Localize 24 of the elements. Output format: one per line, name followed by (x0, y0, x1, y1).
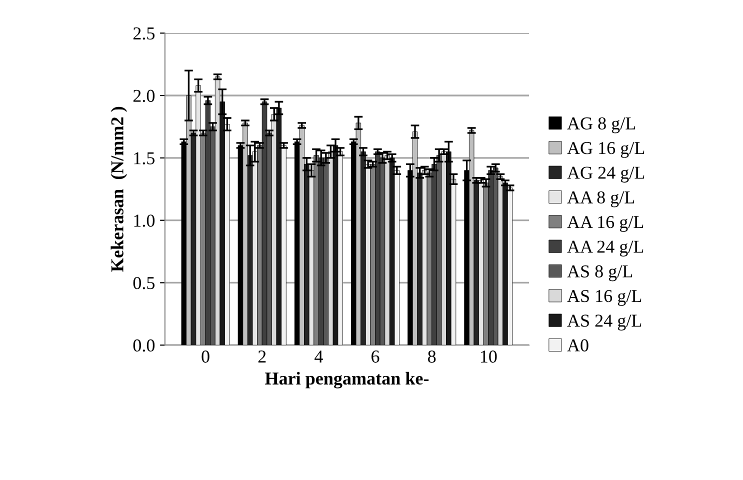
legend-label: AA 24 g/L (567, 240, 644, 257)
x-tick-label: 2 (258, 350, 266, 363)
legend-label: AS 24 g/L (567, 314, 642, 331)
y-tick-label: 0.0 (133, 339, 155, 352)
legend-label: A0 (567, 339, 588, 352)
legend-label: AS 16 g/L (567, 290, 642, 306)
x-tick-label: 8 (428, 350, 436, 363)
x-tick-label: 10 (480, 350, 497, 363)
y-tick-label: 0.5 (133, 276, 155, 290)
y-tick-label: 2.5 (133, 27, 155, 40)
y-tick-label: 2.0 (133, 90, 155, 102)
legend-label: AG 24 g/L (567, 166, 644, 183)
x-axis-title: Hari pengamatan ke- (265, 372, 429, 388)
legend-label: AA 8 g/L (567, 191, 634, 208)
y-tick-label: 1.0 (134, 214, 155, 227)
legend-label: AA 16 g/L (567, 216, 644, 232)
x-tick-label: 4 (314, 350, 323, 363)
legend-label: AG 16 g/L (567, 142, 644, 158)
legend-label: AG 8 g/L (567, 117, 636, 134)
x-tick-label: 0 (202, 350, 210, 363)
legend-label: AS 8 g/L (567, 265, 632, 282)
x-tick-label: 6 (372, 350, 380, 363)
y-axis-title: Kekerasan (N/mm2 ) (110, 106, 128, 272)
y-tick-label: 1.5 (134, 152, 155, 164)
